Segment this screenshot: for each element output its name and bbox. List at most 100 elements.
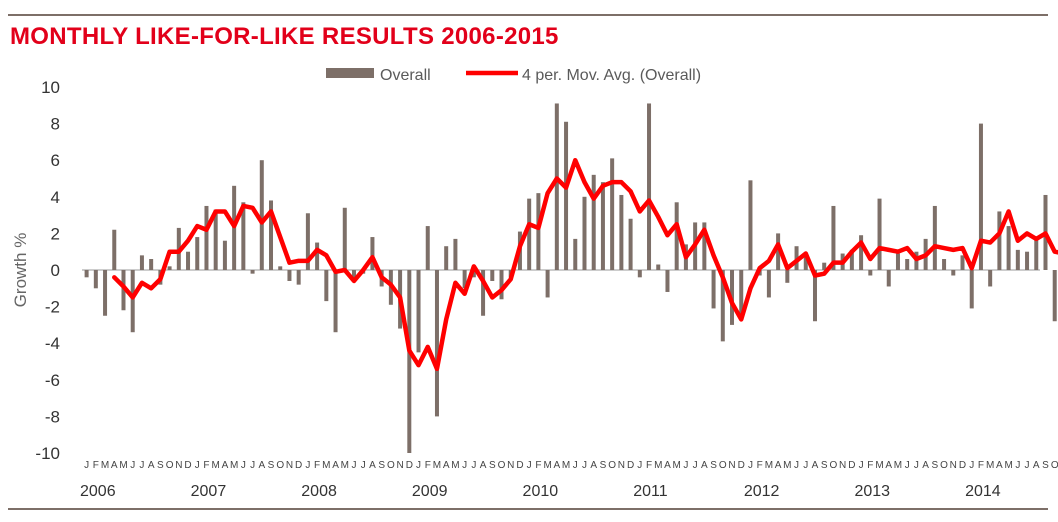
bar-overall (582, 196, 587, 270)
x-month-label: A (590, 460, 597, 471)
bar-overall (527, 198, 532, 270)
x-month-label: J (527, 460, 532, 471)
x-month-label: N (175, 460, 182, 471)
bar-overall (610, 158, 615, 270)
bar-overall (637, 270, 642, 278)
line-moving-average (112, 157, 1058, 372)
bar-overall (766, 270, 771, 298)
bar-overall (269, 200, 274, 270)
x-month-label: F (93, 460, 99, 471)
bar-overall (739, 270, 744, 320)
x-month-label: J (794, 460, 799, 471)
x-month-label: A (332, 460, 339, 471)
x-month-label: J (693, 460, 698, 471)
bar-overall (886, 270, 891, 287)
bar-overall (444, 246, 449, 270)
x-month-label: M (783, 460, 791, 471)
bar-overall (969, 270, 974, 309)
x-month-label: D (738, 460, 745, 471)
top-rule (8, 14, 1048, 16)
y-tick-label: 4 (51, 188, 60, 207)
x-month-label: A (222, 460, 229, 471)
bar-overall (674, 202, 679, 270)
y-tick-label: -4 (45, 334, 60, 353)
bar-overall (1025, 251, 1030, 270)
x-month-label: A (1033, 460, 1040, 471)
x-month-label: D (295, 460, 302, 471)
bar-overall (628, 218, 633, 270)
x-year-label: 2006 (80, 483, 116, 500)
y-tick-label: -6 (45, 371, 60, 390)
x-year-label: 2008 (301, 483, 337, 500)
x-month-label: M (894, 460, 902, 471)
bar-overall (536, 193, 541, 270)
x-month-label: O (940, 460, 948, 471)
x-year-label: 2007 (191, 483, 227, 500)
y-tick-label: 0 (51, 261, 60, 280)
x-month-label: J (582, 460, 587, 471)
x-month-label: D (848, 460, 855, 471)
bar-overall (822, 262, 827, 270)
bar-overall (564, 121, 569, 271)
x-year-label: 2014 (965, 483, 1001, 500)
x-month-label: A (812, 460, 819, 471)
x-month-label: N (618, 460, 625, 471)
x-year-label: 2013 (854, 483, 890, 500)
x-month-label: M (322, 460, 330, 471)
bar-overall (259, 160, 264, 270)
x-month-label: J (139, 460, 144, 471)
y-tick-label: 2 (51, 224, 60, 243)
bar-overall (720, 270, 725, 342)
x-month-label: S (157, 460, 164, 471)
x-month-label: D (627, 460, 634, 471)
x-month-label: A (369, 460, 376, 471)
bar-overall (895, 253, 900, 270)
x-month-label: S (600, 460, 607, 471)
x-month-label: J (241, 460, 246, 471)
x-month-label: M (765, 460, 773, 471)
x-month-label: O (830, 460, 838, 471)
x-month-label: A (775, 460, 782, 471)
bar-overall (84, 270, 89, 278)
x-month-label: O (1051, 460, 1058, 471)
x-month-label: S (932, 460, 939, 471)
chart-title: MONTHLY LIKE-FOR-LIKE RESULTS 2006-2015 (10, 23, 559, 50)
x-month-label: M (341, 460, 349, 471)
x-month-label: S (1042, 460, 1049, 471)
bar-overall (333, 270, 338, 333)
legend-swatch-overall (326, 68, 374, 78)
bar-overall (554, 103, 559, 270)
x-year-label: 2012 (744, 483, 780, 500)
bar-overall (407, 270, 412, 453)
bar-overall (351, 270, 356, 280)
bar-overall (250, 270, 255, 274)
y-tick-label: 10 (41, 78, 60, 97)
bar-overall (905, 259, 910, 270)
x-month-label: A (111, 460, 118, 471)
bar-overall (416, 270, 421, 353)
x-month-label: N (507, 460, 514, 471)
bar-overall (481, 270, 486, 316)
x-month-label: J (130, 460, 135, 471)
bar-overall (213, 209, 218, 270)
x-month-label: N (950, 460, 957, 471)
y-tick-label: -8 (45, 407, 60, 426)
y-axis-title: Growth % (11, 233, 30, 308)
bar-overall (490, 270, 495, 281)
bar-overall (342, 207, 347, 270)
bottom-rule (8, 508, 1048, 510)
bar-overall (711, 270, 716, 309)
legend-label-moving-average: 4 per. Mov. Avg. (Overall) (522, 67, 701, 84)
bar-overall (315, 242, 320, 270)
x-month-label: J (748, 460, 753, 471)
bar-overall (186, 251, 191, 270)
x-month-label: J (471, 460, 476, 471)
bar-overall (831, 205, 836, 270)
x-month-label: S (268, 460, 275, 471)
x-month-label: M (673, 460, 681, 471)
x-month-label: D (184, 460, 191, 471)
x-month-label: J (250, 460, 255, 471)
x-month-label: N (839, 460, 846, 471)
x-month-label: S (821, 460, 828, 471)
x-month-label: J (351, 460, 356, 471)
